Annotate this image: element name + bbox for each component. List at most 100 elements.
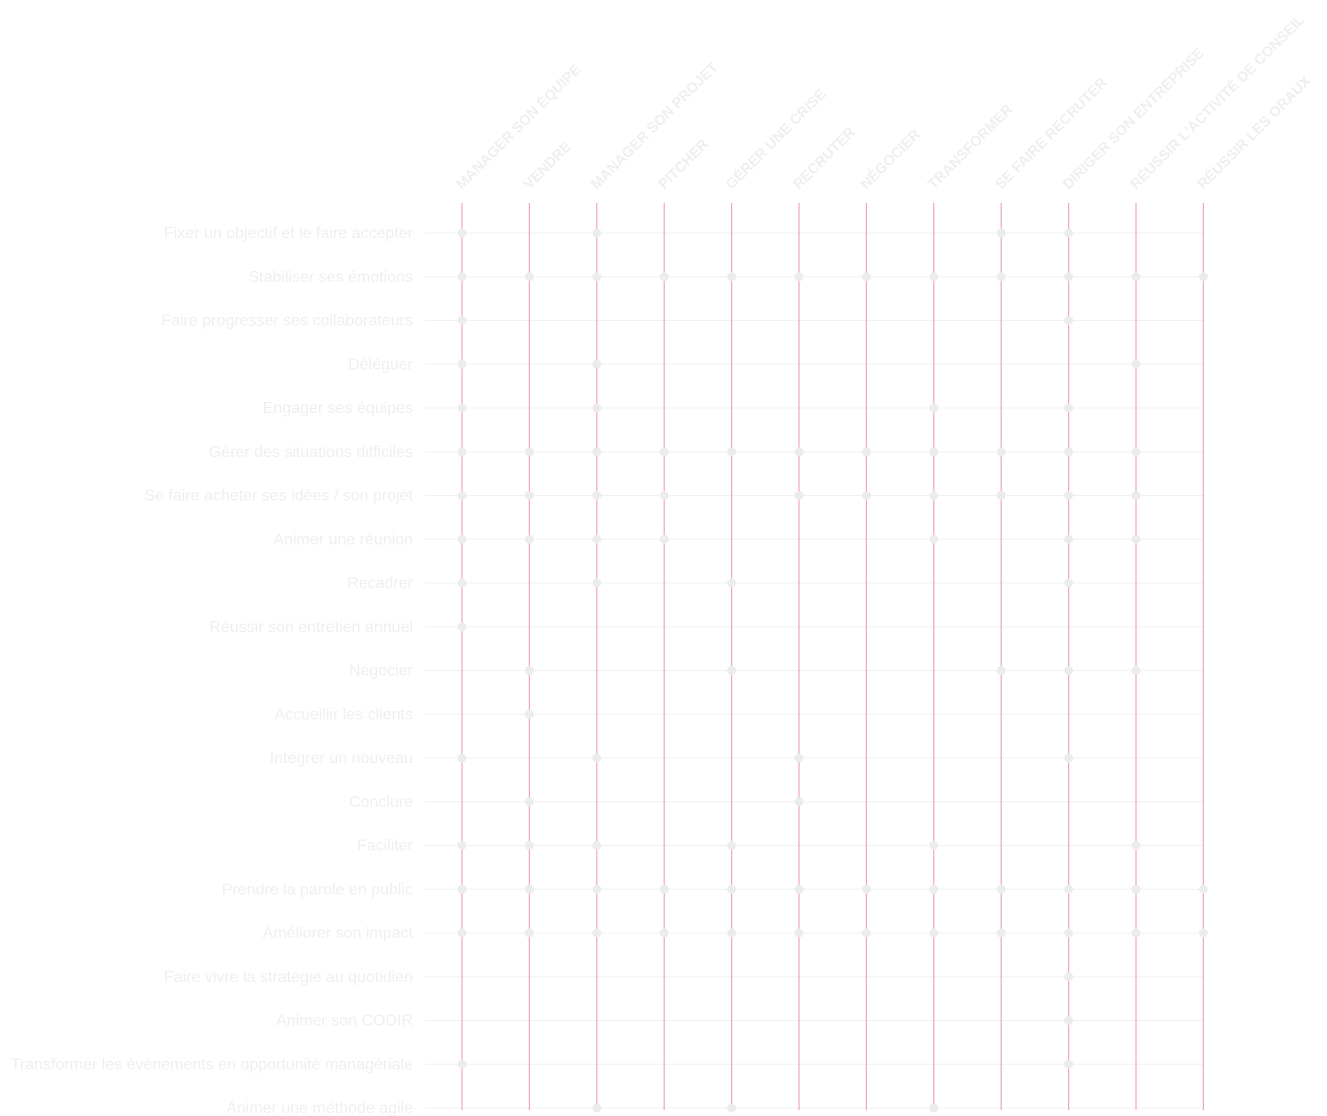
matrix-dot bbox=[1131, 884, 1141, 894]
matrix-dot bbox=[457, 272, 467, 282]
row-label: Recadrer bbox=[347, 575, 413, 592]
row-label: Stabiliser ses émotions bbox=[248, 269, 413, 286]
column-label: VENDRE bbox=[521, 139, 575, 193]
matrix-dot bbox=[929, 403, 939, 413]
matrix-dot bbox=[727, 272, 737, 282]
matrix-dot bbox=[1064, 534, 1074, 544]
matrix-dot bbox=[861, 491, 871, 500]
matrix-dot bbox=[1064, 403, 1074, 413]
matrix-dot bbox=[1064, 228, 1074, 238]
row-label: Intégrer un nouveau bbox=[270, 750, 413, 767]
matrix-dot bbox=[524, 884, 534, 894]
matrix-dot bbox=[457, 228, 467, 238]
matrix-dot bbox=[1064, 928, 1074, 938]
matrix-dot bbox=[861, 884, 871, 894]
matrix-dot bbox=[1064, 1016, 1074, 1025]
matrix-dot bbox=[794, 491, 804, 500]
matrix-dot bbox=[524, 272, 534, 282]
matrix-dot bbox=[592, 841, 602, 850]
matrix-dot bbox=[592, 228, 602, 238]
column-label: NÉGOCIER bbox=[857, 126, 924, 193]
matrix-dot bbox=[592, 272, 602, 282]
matrix-dot bbox=[1198, 884, 1208, 894]
row-label: Engager ses équipes bbox=[263, 400, 413, 417]
row-label: Faciliter bbox=[357, 838, 414, 855]
matrix-dot bbox=[457, 491, 467, 500]
matrix-dot bbox=[524, 797, 534, 807]
matrix-dot bbox=[592, 753, 602, 763]
matrix-dot bbox=[861, 272, 871, 282]
column-label: PITCHER bbox=[656, 136, 713, 193]
row-label: Conclure bbox=[349, 794, 413, 811]
matrix-dot bbox=[996, 928, 1006, 938]
matrix-dot bbox=[1064, 972, 1074, 982]
column-label: MANAGER SON ÉQUIPE bbox=[453, 61, 585, 193]
column-label: RÉUSSIR LES ORAUX bbox=[1194, 72, 1314, 192]
matrix-dot bbox=[524, 709, 534, 719]
matrix-dot bbox=[1131, 447, 1141, 457]
matrix-dot bbox=[727, 447, 737, 457]
matrix-dot bbox=[996, 228, 1006, 238]
matrix-dot bbox=[592, 491, 602, 500]
matrix-dot bbox=[794, 797, 804, 807]
matrix-dot bbox=[592, 447, 602, 457]
matrix-dot bbox=[659, 884, 669, 894]
matrix-dot bbox=[929, 447, 939, 457]
column-gridlines bbox=[461, 203, 1205, 1110]
matrix-dot bbox=[592, 578, 602, 588]
matrix-dot bbox=[659, 272, 669, 282]
matrix-dot bbox=[1064, 491, 1074, 500]
matrix-dot bbox=[794, 884, 804, 894]
row-label: Accueillir les clients bbox=[274, 706, 413, 723]
matrix-dot bbox=[1064, 316, 1074, 325]
matrix-dot bbox=[457, 884, 467, 894]
matrix-dot bbox=[659, 447, 669, 457]
matrix-dot bbox=[996, 666, 1006, 675]
matrix-dot bbox=[659, 928, 669, 938]
matrix-dot bbox=[524, 928, 534, 938]
column-label: SE FAIRE RECRUTER bbox=[993, 75, 1111, 193]
matrix-dot bbox=[592, 534, 602, 544]
matrix-dot bbox=[524, 491, 534, 500]
matrix-dot bbox=[592, 403, 602, 413]
matrix-dot bbox=[592, 1103, 602, 1113]
row-labels: Fixer un objectif et le faire accepter St… bbox=[11, 225, 414, 1116]
matrix-dot bbox=[1064, 666, 1074, 675]
matrix-marks bbox=[457, 228, 1208, 1113]
matrix-dot bbox=[794, 447, 804, 457]
matrix-dot bbox=[996, 884, 1006, 894]
matrix-dot bbox=[457, 622, 467, 632]
row-gridlines bbox=[425, 232, 1204, 1109]
column-label: MANAGER SON PROJET bbox=[588, 60, 721, 193]
matrix-dot bbox=[929, 491, 939, 500]
row-label: Négocier bbox=[349, 663, 414, 680]
matrix-dot bbox=[929, 1103, 939, 1113]
matrix-dot bbox=[457, 359, 467, 369]
matrix-dot bbox=[727, 884, 737, 894]
matrix-dot bbox=[861, 928, 871, 938]
row-label: Faire progresser ses collaborateurs bbox=[161, 313, 413, 330]
matrix-dot bbox=[929, 884, 939, 894]
row-label: Animer une réunion bbox=[273, 531, 413, 548]
matrix-dot bbox=[929, 841, 939, 850]
matrix-dot bbox=[457, 1059, 467, 1069]
matrix-dot bbox=[1064, 578, 1074, 588]
matrix-dot bbox=[794, 272, 804, 282]
row-label: Réussir son entretien annuel bbox=[209, 619, 413, 636]
matrix-dot bbox=[524, 534, 534, 544]
row-label: Animer son CODIR bbox=[276, 1013, 413, 1030]
matrix-dot bbox=[996, 272, 1006, 282]
matrix-dot bbox=[929, 272, 939, 282]
matrix-dot bbox=[524, 841, 534, 850]
matrix-dot bbox=[1198, 272, 1208, 282]
matrix-dot bbox=[1131, 491, 1141, 500]
matrix-dot bbox=[457, 753, 467, 763]
column-label: DIRIGER SON ENTREPRISE bbox=[1060, 45, 1208, 193]
matrix-dot bbox=[1131, 534, 1141, 544]
matrix-dot bbox=[457, 928, 467, 938]
matrix-dot bbox=[727, 666, 737, 675]
matrix-dot bbox=[659, 534, 669, 544]
matrix-dot bbox=[1131, 359, 1141, 369]
